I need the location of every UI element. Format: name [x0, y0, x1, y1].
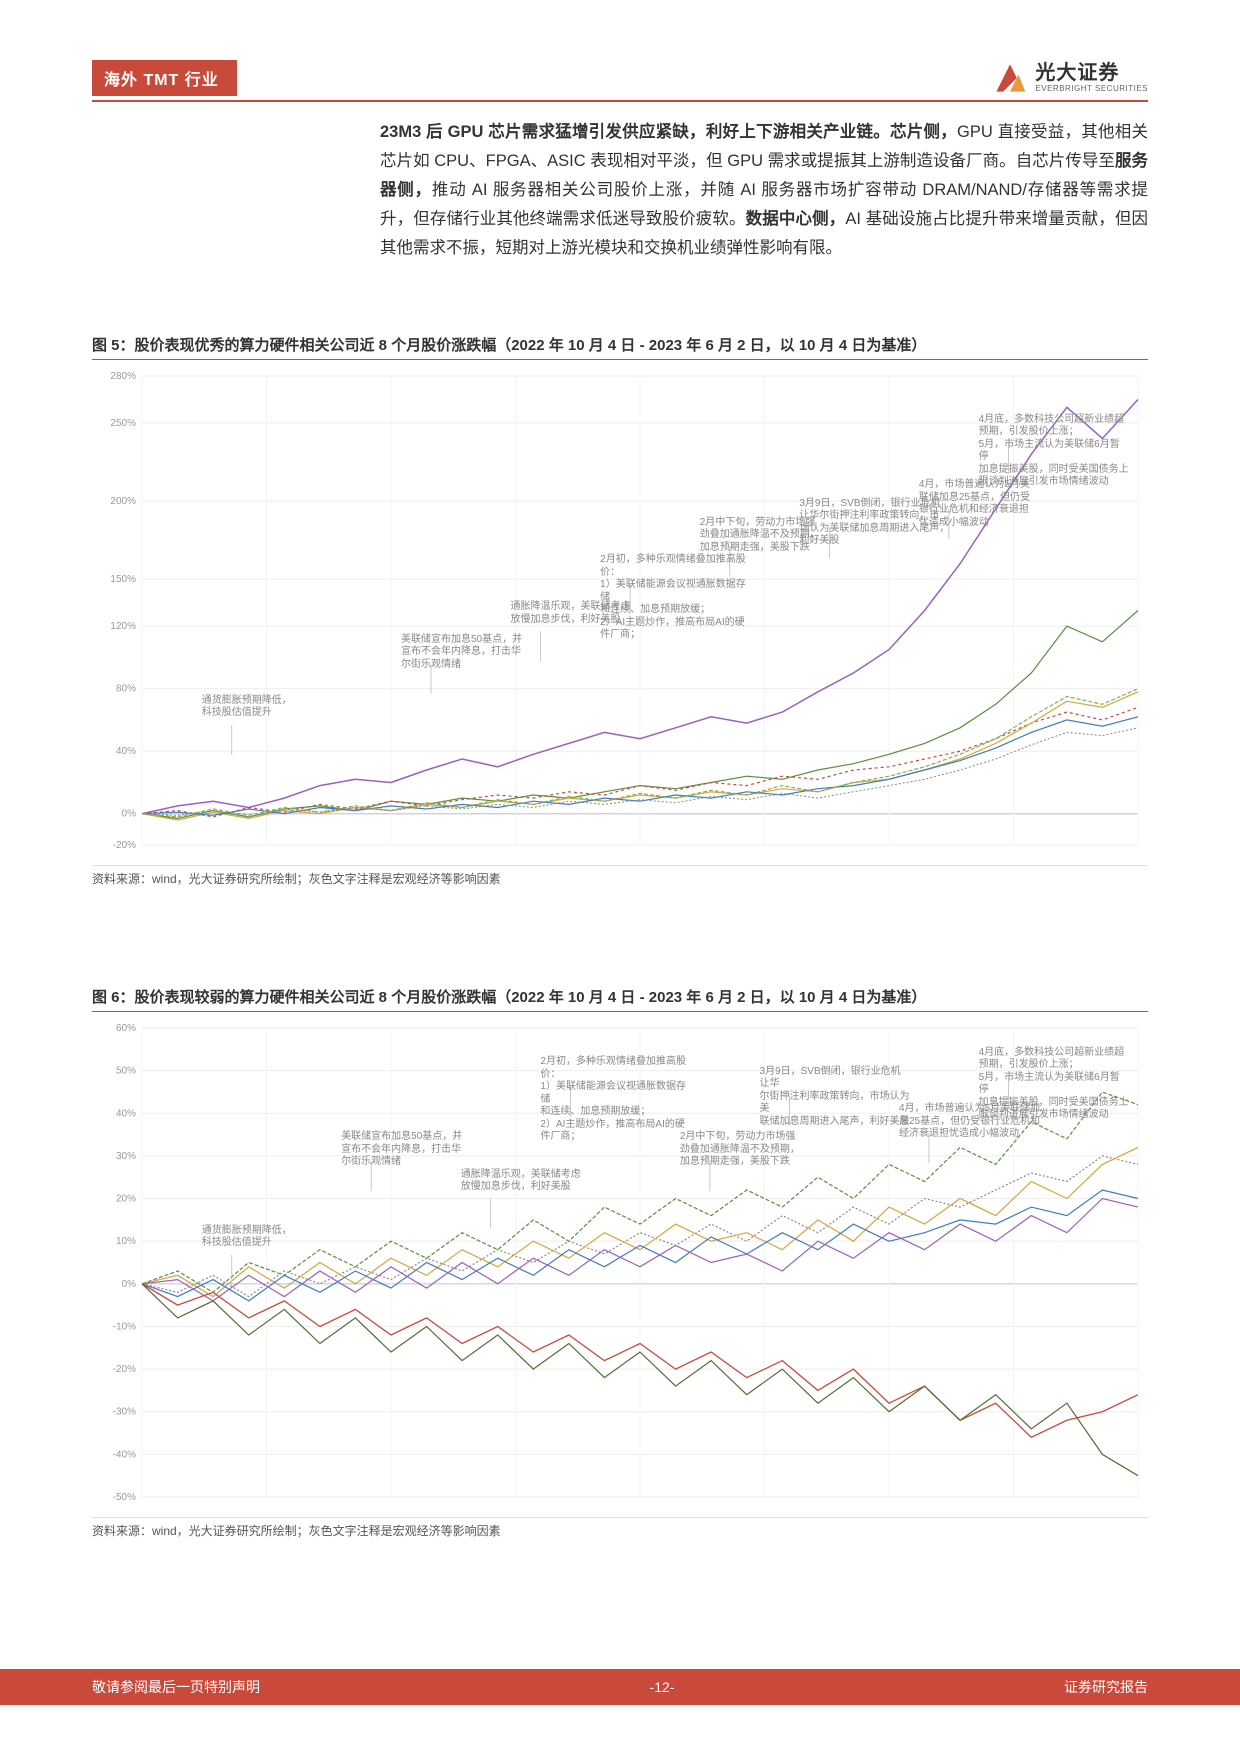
svg-text:0%: 0%	[122, 809, 137, 820]
header-rule	[92, 100, 1148, 102]
page-footer: 敬请参阅最后一页特别声明 -12- 证券研究报告	[0, 1669, 1240, 1705]
fig6-title: 图 6：股价表现较弱的算力硬件相关公司近 8 个月股价涨跌幅（2022 年 10…	[92, 986, 1148, 1007]
svg-text:30%: 30%	[116, 1151, 136, 1162]
annotation: 通货膨胀预期降低， 科技股估值提升	[202, 1225, 292, 1250]
svg-text:10%: 10%	[116, 1236, 136, 1247]
fig5-rule	[92, 359, 1148, 360]
annotation: 通货膨胀预期降低， 科技股估值提升	[202, 695, 292, 720]
svg-text:280%: 280%	[110, 371, 136, 382]
figure-5: 图 5：股价表现优秀的算力硬件相关公司近 8 个月股价涨跌幅（2022 年 10…	[92, 334, 1148, 887]
annotation: 4月底，多数科技公司超新业绩超 预期，引发股价上涨； 5月，市场主流认为美联储6…	[979, 414, 1129, 489]
fig6-rule	[92, 1011, 1148, 1012]
logo-text-en: EVERBRIGHT SECURITIES	[1035, 85, 1148, 93]
svg-text:250%: 250%	[110, 418, 136, 429]
svg-text:50%: 50%	[116, 1066, 136, 1077]
svg-text:0%: 0%	[122, 1279, 137, 1290]
annotation: 2月初，多种乐观情绪叠加推高股价： 1）美联储能源会议视通胀数据存储 和连续、加…	[600, 554, 750, 642]
annotation: 3月9日，SVB倒闭，银行业危机让华 尔街押注利率政策转向，市场认为美 联储加息…	[760, 1066, 910, 1129]
svg-text:-20%: -20%	[113, 1364, 136, 1375]
svg-text:120%: 120%	[110, 621, 136, 632]
category-bar: 海外 TMT 行业	[92, 60, 237, 96]
annotation: 美联储宣布加息50基点，并 宣布不会年内降息，打击华 尔街乐观情绪	[341, 1131, 462, 1169]
fig6-chart: -50% -40% -30% -20% -10% 0% 10% 20% 30% 40% 50% 60%…	[92, 1018, 1148, 1518]
annotation: 4月底，多数科技公司超新业绩超 预期，引发股价上涨； 5月，市场主流认为美联储6…	[979, 1047, 1129, 1122]
svg-text:-40%: -40%	[113, 1449, 136, 1460]
svg-text:-30%: -30%	[113, 1407, 136, 1418]
svg-text:-20%: -20%	[113, 840, 136, 851]
fig5-title: 图 5：股价表现优秀的算力硬件相关公司近 8 个月股价涨跌幅（2022 年 10…	[92, 334, 1148, 355]
svg-text:-10%: -10%	[113, 1321, 136, 1332]
footer-page: -12-	[650, 1679, 675, 1695]
page-header: 海外 TMT 行业 光大证券 EVERBRIGHT SECURITIES	[92, 58, 1148, 98]
logo-block: 光大证券 EVERBRIGHT SECURITIES	[993, 61, 1148, 95]
svg-text:80%: 80%	[116, 684, 136, 695]
fig6-source: 资料来源：wind，光大证券研究所绘制；灰色文字注释是宏观经济等影响因素	[92, 1522, 1148, 1539]
annotation: 美联储宣布加息50基点，并 宣布不会年内降息，打击华 尔街乐观情绪	[401, 634, 522, 672]
fig5-source: 资料来源：wind，光大证券研究所绘制；灰色文字注释是宏观经济等影响因素	[92, 870, 1148, 887]
svg-text:40%: 40%	[116, 746, 136, 757]
para-bold3: 数据中心侧，	[746, 210, 846, 228]
annotation: 2月中下旬，劳动力市场强 劲叠加通胀降温不及预期， 加息预期走强，美股下跌	[680, 1131, 800, 1169]
main-paragraph: 23M3 后 GPU 芯片需求猛增引发供应紧缺，利好上下游相关产业链。芯片侧，G…	[380, 118, 1148, 262]
svg-text:60%: 60%	[116, 1023, 136, 1034]
logo-icon	[993, 61, 1027, 95]
annotation: 2月初，多种乐观情绪叠加推高股价： 1）美联储能源会议视通胀数据存储 和连续、加…	[540, 1056, 690, 1144]
para-lead: 23M3 后 GPU 芯片需求猛增引发供应紧缺，利好上下游相关产业链。芯片侧，	[380, 123, 957, 141]
svg-text:150%: 150%	[110, 574, 136, 585]
svg-text:-50%: -50%	[113, 1492, 136, 1503]
figure-6: 图 6：股价表现较弱的算力硬件相关公司近 8 个月股价涨跌幅（2022 年 10…	[92, 986, 1148, 1539]
svg-text:20%: 20%	[116, 1194, 136, 1205]
svg-text:200%: 200%	[110, 496, 136, 507]
annotation: 通胀降温乐观，美联储考虑 放慢加息步伐，利好美股	[461, 1169, 581, 1194]
fig5-chart: -20% 0% 40% 80% 120% 150% 200% 250% 280% 通货膨胀预期降低…	[92, 366, 1148, 866]
footer-right: 证券研究报告	[1064, 1677, 1148, 1697]
logo-text-cn: 光大证券	[1035, 63, 1148, 83]
footer-left: 敬请参阅最后一页特别声明	[92, 1677, 260, 1697]
svg-text:40%: 40%	[116, 1108, 136, 1119]
